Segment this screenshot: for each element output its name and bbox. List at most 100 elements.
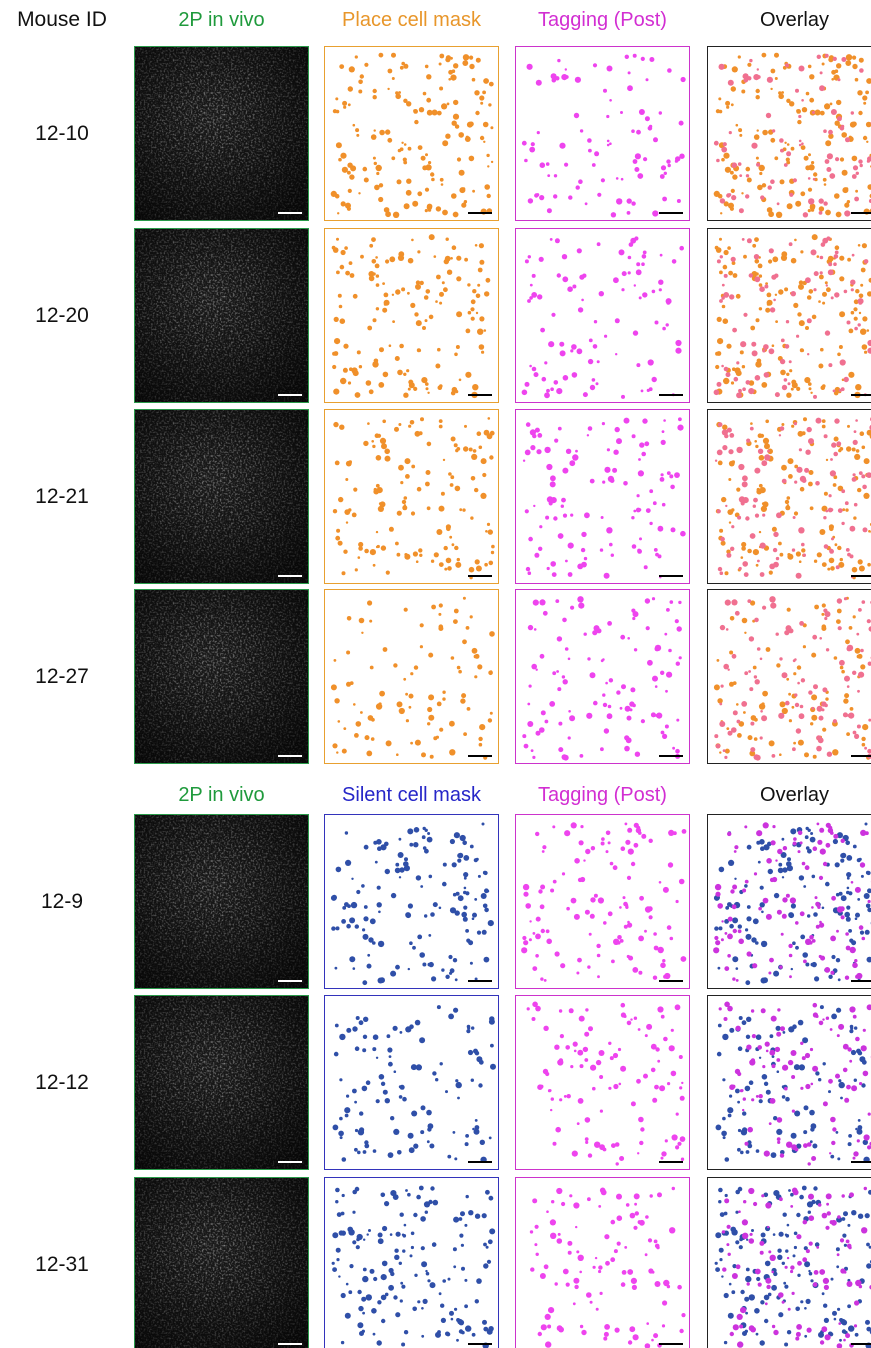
cell-dot bbox=[436, 736, 439, 739]
cell-dot bbox=[858, 323, 861, 326]
cell-dot bbox=[742, 618, 748, 624]
cell-dot bbox=[400, 1213, 404, 1217]
cell-dot bbox=[721, 541, 726, 546]
cell-dot bbox=[340, 318, 346, 324]
cell-dot bbox=[792, 1110, 795, 1113]
cell-dot bbox=[528, 537, 533, 542]
cell-dot bbox=[539, 257, 544, 262]
cell-dot bbox=[755, 259, 760, 264]
cell-dot bbox=[852, 254, 855, 257]
cell-dot bbox=[666, 159, 670, 163]
cell-dot bbox=[535, 934, 541, 940]
cell-dot bbox=[721, 158, 725, 162]
cell-dot bbox=[649, 125, 652, 128]
cell-dot bbox=[489, 82, 494, 87]
cell-dot bbox=[756, 89, 760, 93]
cell-dot bbox=[760, 658, 763, 661]
cell-dot bbox=[588, 359, 593, 364]
cell-dot bbox=[847, 321, 851, 325]
cell-dot bbox=[729, 1095, 732, 1098]
cell-dot bbox=[583, 859, 585, 861]
cell-dot bbox=[332, 1267, 337, 1272]
cell-dot bbox=[540, 162, 546, 168]
cell-dot bbox=[746, 380, 751, 385]
cell-dot bbox=[609, 543, 613, 547]
cell-dot bbox=[749, 636, 754, 641]
cell-dot bbox=[429, 1144, 434, 1149]
cell-dot bbox=[453, 1131, 456, 1134]
cell-dot bbox=[567, 1094, 571, 1098]
cell-dot bbox=[642, 418, 647, 423]
cell-dot bbox=[464, 1224, 467, 1227]
cell-dot bbox=[405, 458, 411, 464]
cell-dot bbox=[834, 254, 839, 259]
cell-dot bbox=[596, 1060, 601, 1065]
cell-dot bbox=[557, 273, 561, 277]
cell-dot bbox=[615, 427, 620, 432]
cell-dot bbox=[826, 459, 828, 461]
cell-dot bbox=[455, 978, 458, 981]
cell-dot bbox=[449, 1311, 454, 1316]
cell-dot bbox=[788, 1189, 791, 1192]
cell-dot bbox=[638, 1117, 644, 1123]
cell-dot bbox=[370, 918, 376, 924]
cell-dot bbox=[742, 365, 745, 368]
cell-dot bbox=[483, 122, 489, 128]
cell-dot bbox=[822, 292, 827, 297]
cell-dot bbox=[422, 165, 427, 170]
cell-dot bbox=[867, 888, 871, 893]
cell-dot bbox=[736, 703, 739, 706]
cell-dot bbox=[844, 377, 849, 382]
cell-dot bbox=[819, 1021, 824, 1026]
cell-dot bbox=[355, 924, 359, 928]
cell-dot bbox=[340, 153, 346, 159]
cell-dot bbox=[772, 1055, 775, 1058]
cell-dot bbox=[358, 90, 362, 94]
cell-dot bbox=[857, 488, 861, 492]
cell-dot bbox=[780, 359, 785, 364]
cell-dot bbox=[716, 1125, 722, 1131]
cell-dot bbox=[801, 548, 805, 552]
cell-dot bbox=[483, 1327, 488, 1332]
cell-dot bbox=[630, 238, 636, 244]
cell-dot bbox=[535, 1225, 539, 1229]
cell-dot bbox=[631, 516, 634, 519]
cell-dot bbox=[728, 1114, 732, 1118]
cell-dot bbox=[817, 55, 821, 59]
cell-dot bbox=[523, 892, 528, 897]
cell-dot bbox=[568, 658, 571, 661]
cell-dot bbox=[545, 1341, 551, 1347]
cell-dot bbox=[802, 1186, 807, 1191]
cell-dot bbox=[400, 1282, 403, 1285]
cell-dot bbox=[808, 65, 812, 69]
cell-dot bbox=[821, 701, 826, 706]
cell-dot bbox=[634, 1017, 637, 1020]
cell-dot bbox=[853, 1015, 857, 1019]
cell-dot bbox=[754, 737, 758, 741]
cell-dot bbox=[381, 1274, 387, 1280]
cell-dot bbox=[611, 212, 616, 217]
cell-dot bbox=[637, 173, 643, 179]
cell-dot bbox=[643, 157, 647, 161]
cell-dot bbox=[845, 841, 850, 846]
cell-dot bbox=[738, 162, 742, 166]
cell-dot bbox=[786, 393, 791, 398]
cell-dot bbox=[636, 363, 640, 367]
cell-dot bbox=[452, 862, 457, 867]
cell-dot bbox=[787, 608, 791, 612]
cell-dot bbox=[764, 285, 768, 289]
cell-dot bbox=[598, 1265, 602, 1269]
cell-dot bbox=[762, 1074, 768, 1080]
cell-dot bbox=[798, 850, 801, 853]
cell-dot bbox=[427, 832, 430, 835]
cell-dot bbox=[841, 125, 844, 128]
cell-dot bbox=[756, 1034, 762, 1040]
cell-dot bbox=[852, 174, 857, 179]
cell-dot bbox=[438, 385, 443, 390]
cell-dot bbox=[617, 1215, 623, 1221]
cell-dot bbox=[421, 1246, 425, 1250]
cell-dot bbox=[577, 564, 583, 570]
cell-dot bbox=[836, 63, 841, 68]
cell-dot bbox=[601, 842, 605, 846]
cell-dot bbox=[664, 973, 670, 979]
